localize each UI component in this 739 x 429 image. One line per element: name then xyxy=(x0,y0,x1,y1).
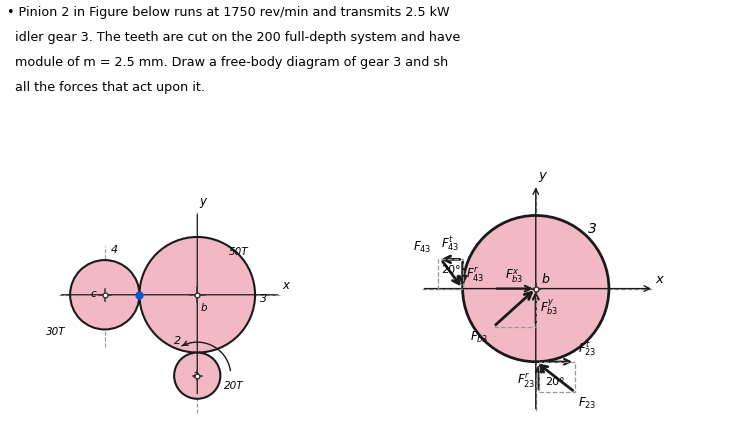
Text: $F^r_{43}$: $F^r_{43}$ xyxy=(466,265,484,283)
Circle shape xyxy=(463,215,609,362)
Text: x: x xyxy=(655,273,663,286)
Text: $F^y_{b3}$: $F^y_{b3}$ xyxy=(540,298,559,317)
Text: 3: 3 xyxy=(259,294,267,305)
Text: y: y xyxy=(539,169,547,182)
Circle shape xyxy=(174,353,220,399)
Text: all the forces that act upon it.: all the forces that act upon it. xyxy=(7,81,205,94)
Text: $F_{b3}$: $F_{b3}$ xyxy=(471,330,489,345)
Text: y: y xyxy=(200,195,207,208)
Text: $F^t_{43}$: $F^t_{43}$ xyxy=(441,234,460,254)
Text: 20°: 20° xyxy=(545,378,565,387)
Text: 30T: 30T xyxy=(46,327,66,337)
Text: b: b xyxy=(542,273,550,286)
Text: module of m = 2.5 mm. Draw a free-body diagram of gear 3 and sh: module of m = 2.5 mm. Draw a free-body d… xyxy=(7,56,449,69)
Text: b: b xyxy=(201,303,208,313)
Text: 50T: 50T xyxy=(229,247,248,257)
Circle shape xyxy=(140,237,255,353)
Text: c: c xyxy=(91,289,97,299)
Text: idler gear 3. The teeth are cut on the 200 full-depth system and have: idler gear 3. The teeth are cut on the 2… xyxy=(7,31,460,44)
Text: $F_{23}$: $F_{23}$ xyxy=(579,396,597,411)
Text: $F^x_{b3}$: $F^x_{b3}$ xyxy=(505,267,524,284)
Text: $F_{43}$: $F_{43}$ xyxy=(412,239,431,255)
Text: 2: 2 xyxy=(174,335,181,346)
Text: x: x xyxy=(283,279,290,293)
Text: 20T: 20T xyxy=(224,381,243,391)
Circle shape xyxy=(70,260,140,329)
Text: 20°: 20° xyxy=(442,266,461,275)
Text: • Pinion 2 in Figure below runs at 1750 rev/min and transmits 2.5 kW: • Pinion 2 in Figure below runs at 1750 … xyxy=(7,6,450,19)
Text: 4: 4 xyxy=(111,245,118,255)
Text: 3: 3 xyxy=(588,222,597,236)
Text: $F^t_{23}$: $F^t_{23}$ xyxy=(579,340,597,359)
Text: a: a xyxy=(193,369,200,380)
Text: $F^r_{23}$: $F^r_{23}$ xyxy=(517,371,535,389)
